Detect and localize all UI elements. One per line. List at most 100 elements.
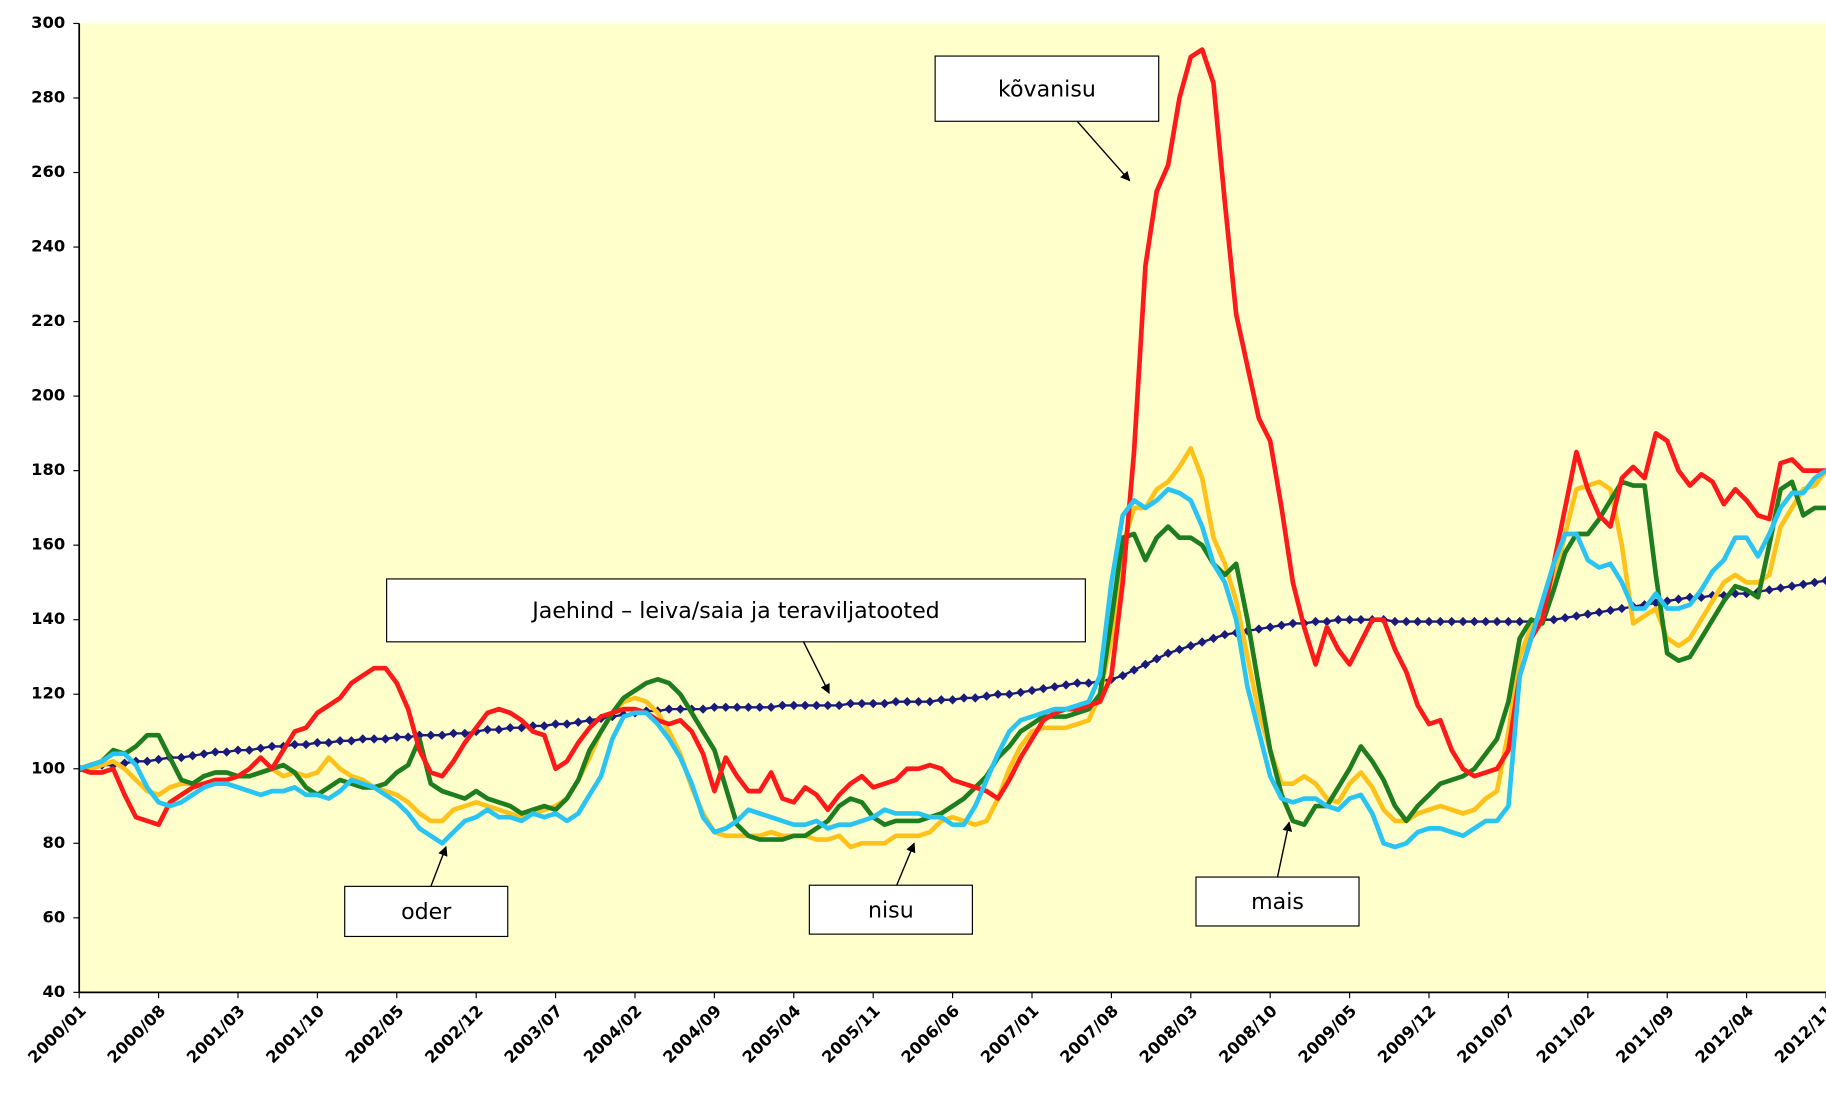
series-marker (1481, 616, 1491, 627)
series-marker (1424, 616, 1434, 627)
series-marker (437, 730, 447, 740)
x-tick-label: 2005/11 (818, 1001, 884, 1067)
series-marker (981, 691, 992, 701)
series-marker (1798, 579, 1808, 589)
series-marker (1515, 616, 1525, 627)
series-marker (834, 700, 844, 711)
series-marker (1129, 665, 1139, 675)
series-marker (290, 739, 300, 750)
annotation-box (344, 885, 509, 938)
series-marker (1140, 659, 1151, 670)
series-marker (902, 697, 912, 707)
annotation-label: Jaehind – leiva/saia ja teraviljatooted (530, 598, 939, 624)
annotation-arrow (802, 641, 830, 694)
y-tick-label: 300 (31, 13, 65, 32)
y-tick-label: 200 (31, 386, 65, 405)
series-marker (505, 723, 515, 733)
series-marker (1435, 616, 1445, 627)
series-marker (857, 698, 867, 709)
y-tick-label: 240 (31, 237, 65, 256)
series-marker (766, 702, 776, 712)
y-tick-label: 120 (31, 684, 65, 703)
series-marker (845, 698, 856, 709)
x-tick-label: 2010/07 (1453, 1001, 1519, 1067)
series-marker (1730, 588, 1740, 599)
series-marker (1084, 678, 1094, 688)
series-marker (1061, 680, 1071, 690)
series-marker (1015, 687, 1026, 698)
series-marker (777, 700, 788, 711)
series-marker (324, 738, 334, 748)
series-marker (448, 728, 459, 739)
y-tick-label: 260 (31, 162, 65, 181)
y-tick-label: 280 (31, 87, 65, 106)
annotation-label: oder (401, 899, 452, 925)
series-marker (1027, 685, 1037, 696)
series-marker (721, 702, 731, 712)
x-tick-label: 2002/12 (421, 1001, 487, 1067)
series-marker (1458, 616, 1468, 627)
series-marker (1197, 637, 1207, 647)
series-marker (1447, 616, 1457, 627)
series-marker (312, 738, 323, 748)
annotation-arrow (430, 845, 448, 887)
series-marker (1617, 603, 1627, 614)
annotation-box (1195, 876, 1360, 927)
series-marker (1401, 616, 1411, 627)
series-marker (1004, 689, 1014, 699)
series-marker (1605, 605, 1616, 616)
series-marker (1174, 644, 1185, 655)
series-marker (1254, 624, 1264, 634)
plot-area (79, 23, 1826, 993)
series-marker (970, 693, 980, 703)
series-marker (936, 695, 946, 705)
series-marker (913, 697, 924, 707)
series-marker (698, 704, 708, 714)
annotation-box (386, 578, 1086, 643)
x-tick-label: 2004/09 (659, 1001, 725, 1067)
series-marker (403, 732, 413, 742)
series-marker (392, 732, 402, 742)
series-marker (1163, 648, 1173, 658)
series-marker (562, 719, 572, 729)
series-marker (1549, 615, 1559, 625)
series-marker (1390, 616, 1400, 627)
x-tick-label: 2002/05 (342, 1001, 408, 1067)
x-tick-label: 2009/05 (1295, 1001, 1361, 1067)
series-marker (153, 754, 164, 765)
series-marker (301, 739, 311, 750)
x-tick-label: 2008/10 (1215, 1001, 1281, 1067)
x-tick-label: 2011/02 (1533, 1001, 1599, 1067)
y-tick-label: 40 (43, 982, 66, 1001)
x-tick-label: 2001/03 (183, 1001, 249, 1067)
series-marker (1809, 577, 1820, 588)
series-marker (1118, 670, 1128, 681)
series-line (79, 468, 1826, 850)
series-marker (947, 695, 958, 705)
y-tick-label: 60 (43, 907, 66, 926)
series-marker (1492, 616, 1502, 627)
annotation-arrow (1276, 821, 1293, 878)
series-marker (1571, 611, 1582, 621)
series-marker (1220, 629, 1230, 640)
series-marker (1696, 592, 1706, 603)
series-marker (800, 700, 810, 711)
series-marker (494, 724, 504, 735)
series-marker (1276, 620, 1287, 630)
series-marker (335, 736, 345, 746)
x-tick-label: 2000/01 (24, 1001, 90, 1067)
series-marker (1310, 616, 1321, 627)
series-marker (1344, 615, 1355, 625)
series-marker (187, 751, 198, 761)
x-tick-label: 2007/01 (977, 1001, 1043, 1067)
series-marker (267, 741, 277, 752)
series-marker (426, 730, 436, 740)
series-marker (1356, 615, 1366, 625)
series-marker (369, 734, 379, 744)
y-tick-label: 80 (43, 833, 66, 852)
series-marker (210, 747, 220, 757)
series-marker (675, 704, 686, 714)
series-marker (1821, 575, 1826, 586)
series-marker (959, 693, 969, 703)
y-tick-label: 220 (31, 311, 65, 330)
